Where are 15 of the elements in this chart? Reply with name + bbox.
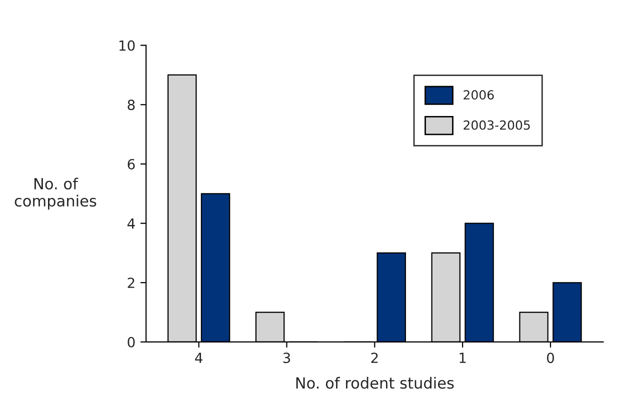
legend-label: 2003-2005 xyxy=(464,120,530,130)
x-tick-label: 1 xyxy=(460,352,466,363)
x-tick-label: 4 xyxy=(195,352,202,363)
y-tick-label: 2 xyxy=(128,278,134,288)
y-axis-title: No. of companies xyxy=(14,178,96,210)
x-tick-label: 3 xyxy=(283,352,290,364)
y-tick-label: 6 xyxy=(128,158,135,170)
x-tick-label: 2 xyxy=(371,352,378,363)
x-tick-label: 0 xyxy=(546,352,554,364)
y-tick-label: 10 xyxy=(119,40,135,51)
legend-label: 2006 xyxy=(464,90,494,100)
y-tick-label: 8 xyxy=(128,100,135,110)
x-axis-title: No. of rodent studies xyxy=(296,376,454,389)
y-tick-label: 0 xyxy=(128,336,135,348)
y-tick-label: 4 xyxy=(127,218,135,229)
